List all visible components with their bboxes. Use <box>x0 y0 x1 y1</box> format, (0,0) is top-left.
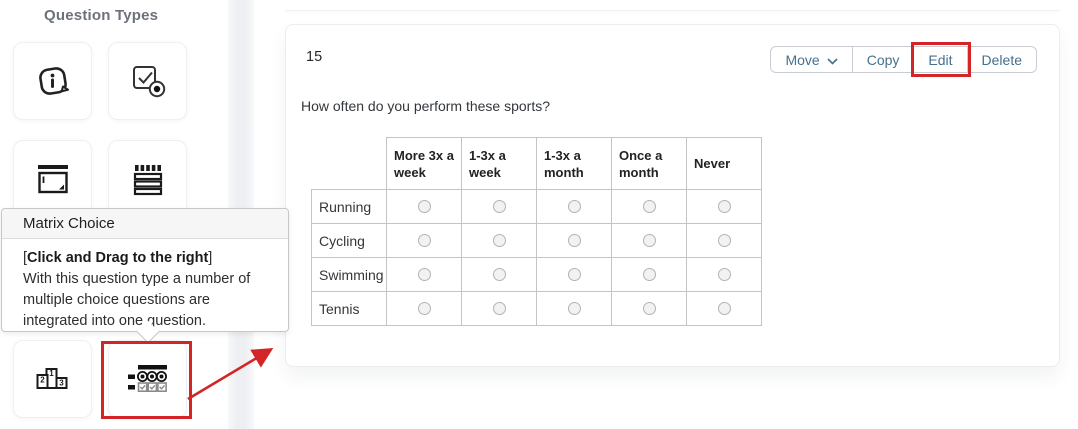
radio-button[interactable] <box>417 200 431 213</box>
tooltip-description: With this question type a number of mult… <box>23 271 251 329</box>
matrix-column-header: Once a month <box>611 137 687 190</box>
matrix-row: Cycling <box>311 223 762 258</box>
matrix-column-header: 1-3x a month <box>536 137 612 190</box>
radio-button[interactable] <box>567 302 581 315</box>
info-icon <box>33 61 73 101</box>
radio-button[interactable] <box>492 234 506 247</box>
question-type-card-list[interactable] <box>108 140 187 218</box>
radio-button[interactable] <box>642 200 656 213</box>
list-icon <box>128 160 168 198</box>
edit-button[interactable]: Edit <box>911 42 971 77</box>
sidebar-title: Question Types <box>44 7 159 24</box>
radio-button[interactable] <box>717 200 731 213</box>
matrix-row: Swimming <box>311 257 762 292</box>
previous-card-edge <box>285 0 1060 11</box>
matrix-row: Running <box>311 189 762 224</box>
matrix-row-label: Tennis <box>311 291 387 326</box>
matrix-row: Tennis <box>311 291 762 326</box>
question-panel: 15 Move Copy Edit Delete How often do yo… <box>285 24 1060 367</box>
radio-button[interactable] <box>567 200 581 213</box>
tooltip-instruction: [Click and Drag to the right] <box>23 250 213 266</box>
radio-button[interactable] <box>417 234 431 247</box>
question-toolbar: Move Copy Edit Delete <box>770 42 1037 77</box>
question-number: 15 <box>306 49 323 65</box>
matrix-row-label: Running <box>311 189 387 224</box>
radio-button[interactable] <box>567 268 581 281</box>
matrix-choice-icon <box>125 361 171 397</box>
question-type-card-ranking[interactable]: 1 2 3 <box>13 340 92 418</box>
radio-button[interactable] <box>717 302 731 315</box>
delete-button[interactable]: Delete <box>966 46 1037 73</box>
matrix-row-label: Swimming <box>311 257 387 292</box>
radio-button[interactable] <box>717 234 731 247</box>
matrix-table: More 3x a week 1-3x a week 1-3x a month Onc… <box>311 137 762 326</box>
matrix-column-header: 1-3x a week <box>461 137 537 190</box>
question-type-card-info[interactable] <box>13 42 92 120</box>
tooltip-title: Matrix Choice <box>2 209 288 239</box>
question-type-card-matrix-choice[interactable] <box>108 340 187 418</box>
matrix-header: More 3x a week 1-3x a week 1-3x a month Onc… <box>312 137 762 190</box>
tooltip-body: [Click and Drag to the right] With this … <box>2 239 288 341</box>
matrix-choice-tooltip: Matrix Choice [Click and Drag to the rig… <box>1 208 289 344</box>
open-text-icon <box>33 160 73 198</box>
radio-button[interactable] <box>492 268 506 281</box>
question-text: How often do you perform these sports? <box>301 98 551 114</box>
radio-button[interactable] <box>492 200 506 213</box>
matrix-column-header: Never <box>686 137 762 190</box>
question-type-card-open-text[interactable] <box>13 140 92 218</box>
matrix-row-label: Cycling <box>311 223 387 258</box>
multiple-choice-icon <box>128 62 168 100</box>
radio-button[interactable] <box>567 234 581 247</box>
radio-button[interactable] <box>642 234 656 247</box>
radio-button[interactable] <box>417 302 431 315</box>
radio-button[interactable] <box>492 302 506 315</box>
move-button[interactable]: Move <box>770 46 853 73</box>
svg-text:3: 3 <box>59 379 64 388</box>
radio-button[interactable] <box>642 268 656 281</box>
svg-text:1: 1 <box>49 369 54 378</box>
svg-text:2: 2 <box>40 376 45 385</box>
matrix-body: Running Cycling Swimming Tennis <box>311 189 762 326</box>
copy-button[interactable]: Copy <box>851 46 915 73</box>
radio-button[interactable] <box>717 268 731 281</box>
ranking-icon: 1 2 3 <box>32 361 74 397</box>
matrix-question: More 3x a week 1-3x a week 1-3x a month Onc… <box>311 137 762 326</box>
question-type-card-multiple-choice[interactable] <box>108 42 187 120</box>
chevron-down-icon <box>827 52 838 68</box>
matrix-corner-cell <box>312 138 387 190</box>
radio-button[interactable] <box>642 302 656 315</box>
radio-button[interactable] <box>417 268 431 281</box>
matrix-column-header: More 3x a week <box>386 137 462 190</box>
